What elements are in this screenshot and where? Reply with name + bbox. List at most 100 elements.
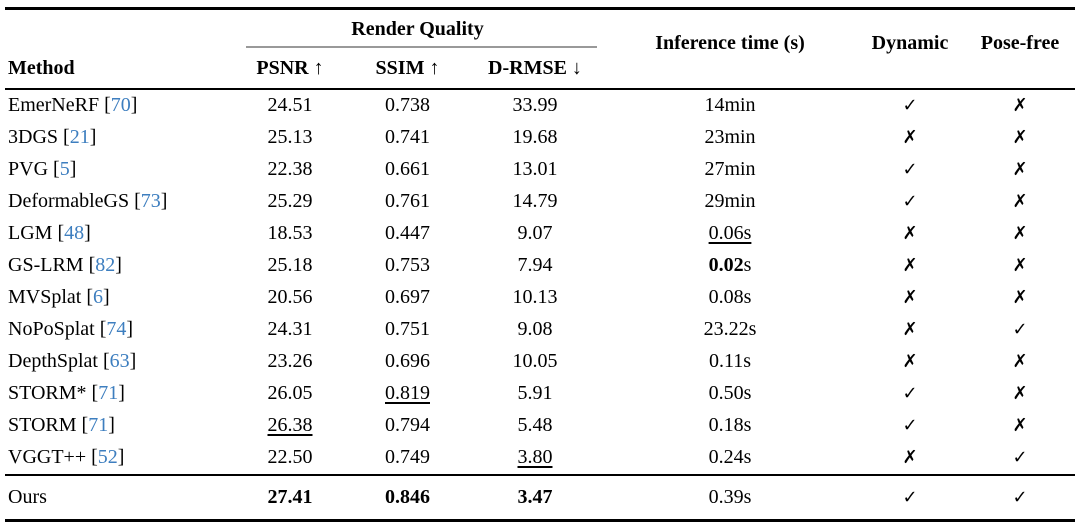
cell-value: 24.51 [267, 94, 313, 116]
cell-value: 0.24s [708, 446, 752, 468]
time-cell: 0.24s [605, 442, 855, 475]
citation-link[interactable]: 5 [59, 158, 70, 180]
psnr-cell: 25.29 [230, 186, 350, 218]
table-row: DeformableGS [73] 25.29 0.761 14.79 29min ✓ ✗ [5, 186, 1075, 218]
empty-header-cell [5, 9, 230, 49]
cell-value: 0.761 [385, 190, 430, 212]
cross-icon: ✗ [1012, 383, 1028, 404]
citation-link[interactable]: 70 [110, 94, 131, 116]
cell-value: 19.68 [512, 126, 558, 148]
time-cell: 23min [605, 122, 855, 154]
cell-value: 14.79 [512, 190, 558, 212]
ssim-cell: 0.751 [350, 314, 465, 346]
cross-icon: ✗ [902, 287, 918, 308]
cross-icon: ✗ [1012, 223, 1028, 244]
table-row: MVSplat [6] 20.56 0.697 10.13 0.08s ✗ ✗ [5, 282, 1075, 314]
cell-value: 0.696 [385, 350, 430, 372]
cross-icon: ✗ [902, 223, 918, 244]
cell-value: 22.50 [267, 446, 313, 468]
method-cell: DeformableGS [73] [8, 190, 168, 212]
dynamic-cell: ✗ [855, 218, 965, 250]
cross-icon: ✗ [902, 447, 918, 468]
citation-link[interactable]: 71 [88, 414, 109, 436]
ssim-cell: 0.697 [350, 282, 465, 314]
citation-link[interactable]: 6 [93, 286, 104, 308]
citation-link[interactable]: 73 [140, 190, 161, 212]
citation-link[interactable]: 48 [64, 222, 85, 244]
cross-icon: ✗ [902, 351, 918, 372]
posefree-cell: ✗ [965, 122, 1075, 154]
dynamic-cell: ✗ [855, 442, 965, 475]
ssim-cell: 0.749 [350, 442, 465, 475]
psnr-cell: 23.26 [230, 346, 350, 378]
drmse-cell: 14.79 [465, 186, 605, 218]
method-name: GS-LRM [8, 254, 84, 276]
drmse-cell: 33.99 [465, 89, 605, 122]
table-row: LGM [48] 18.53 0.447 9.07 0.06s ✗ ✗ [5, 218, 1075, 250]
psnr-cell: 26.38 [230, 410, 350, 442]
citation-link[interactable]: 74 [106, 318, 127, 340]
method-name: 3DGS [8, 126, 59, 148]
time-cell: 0.02s [708, 254, 752, 276]
check-icon: ✓ [1012, 319, 1028, 340]
check-icon: ✓ [1012, 447, 1028, 468]
posefree-cell: ✓ [965, 314, 1075, 346]
cell-value: 26.38 [267, 414, 313, 436]
citation-link[interactable]: 71 [98, 382, 119, 404]
results-table: Render Quality Inference time (s) Dynami… [5, 7, 1075, 522]
cell-value: 0.447 [385, 222, 430, 244]
cell-value: 0.02 [708, 254, 744, 276]
method-cell: DepthSplat [63] [8, 350, 137, 372]
cell-value: 0.39s [708, 485, 752, 508]
cell-value: 25.18 [267, 254, 313, 276]
check-icon: ✓ [1012, 486, 1028, 508]
citation-link[interactable]: 21 [69, 126, 90, 148]
posefree-cell: ✗ [965, 346, 1075, 378]
time-cell: 23.22s [605, 314, 855, 346]
method-cell: STORM* [71] [8, 382, 125, 404]
psnr-cell: 24.51 [230, 89, 350, 122]
table-row: STORM* [71] 26.05 0.819 5.91 0.50s ✓ ✗ [5, 378, 1075, 410]
col-header-inference-time: Inference time (s) [655, 32, 805, 55]
dynamic-cell: ✓ [855, 186, 965, 218]
dynamic-cell: ✗ [855, 314, 965, 346]
cell-value: 5.91 [517, 382, 553, 404]
cross-icon: ✗ [1012, 255, 1028, 276]
cross-icon: ✗ [1012, 191, 1028, 212]
cell-value: 5.48 [517, 414, 553, 436]
method-cell: VGGT++ [52] [8, 446, 125, 468]
drmse-cell: 9.07 [465, 218, 605, 250]
citation-link[interactable]: 82 [95, 254, 116, 276]
method-name: LGM [8, 222, 53, 244]
cell-value: 27.41 [267, 485, 313, 508]
dynamic-cell: ✓ [855, 378, 965, 410]
table-row: PVG [5] 22.38 0.661 13.01 27min ✓ ✗ [5, 154, 1075, 186]
cell-value: 0.661 [385, 158, 430, 180]
citation-link[interactable]: 63 [109, 350, 130, 372]
drmse-cell: 3.47 [465, 475, 605, 521]
cell-value: 23.22s [703, 318, 757, 340]
method-cell: GS-LRM [82] [8, 254, 122, 276]
method-name: STORM* [8, 382, 87, 404]
cross-icon: ✗ [1012, 95, 1028, 116]
ssim-cell: 0.846 [350, 475, 465, 521]
cross-icon: ✗ [902, 255, 918, 276]
dynamic-cell: ✗ [855, 346, 965, 378]
method-cell: EmerNeRF [70] [8, 94, 138, 116]
dynamic-cell: ✗ [855, 282, 965, 314]
time-cell: 27min [605, 154, 855, 186]
check-icon: ✓ [902, 191, 918, 212]
table-row: Ours 27.41 0.846 3.47 0.39s ✓ ✓ [5, 474, 1075, 521]
dynamic-cell: ✓ [855, 475, 965, 521]
drmse-cell: 10.13 [465, 282, 605, 314]
citation-link[interactable]: 52 [97, 446, 118, 468]
dynamic-cell: ✓ [855, 410, 965, 442]
cross-icon: ✗ [1012, 351, 1028, 372]
psnr-cell: 22.38 [230, 154, 350, 186]
psnr-cell: 22.50 [230, 442, 350, 475]
check-icon: ✓ [902, 95, 918, 116]
cell-value: 23.26 [267, 350, 313, 372]
dynamic-cell: ✗ [855, 250, 965, 282]
time-cell: 0.50s [605, 378, 855, 410]
